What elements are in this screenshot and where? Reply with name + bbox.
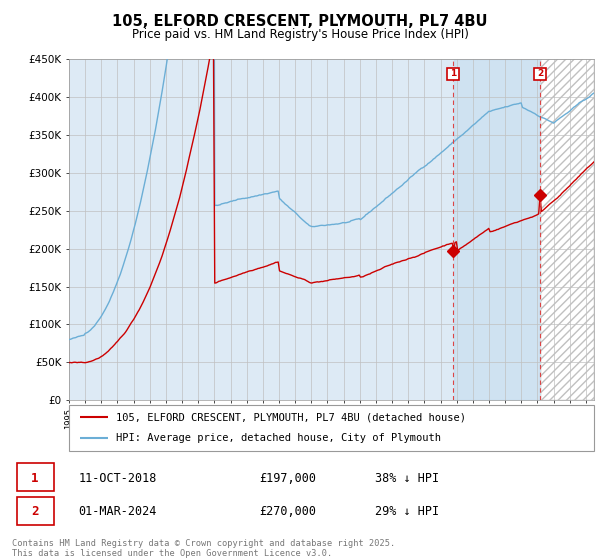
Text: Price paid vs. HM Land Registry's House Price Index (HPI): Price paid vs. HM Land Registry's House … [131,28,469,41]
Text: 2: 2 [31,505,39,518]
FancyBboxPatch shape [17,497,54,525]
Text: 105, ELFORD CRESCENT, PLYMOUTH, PL7 4BU: 105, ELFORD CRESCENT, PLYMOUTH, PL7 4BU [112,14,488,29]
Text: 1: 1 [450,69,456,78]
Text: 38% ↓ HPI: 38% ↓ HPI [375,472,439,484]
Text: 105, ELFORD CRESCENT, PLYMOUTH, PL7 4BU (detached house): 105, ELFORD CRESCENT, PLYMOUTH, PL7 4BU … [116,412,466,422]
Text: 29% ↓ HPI: 29% ↓ HPI [375,505,439,518]
Text: Contains HM Land Registry data © Crown copyright and database right 2025.
This d: Contains HM Land Registry data © Crown c… [12,539,395,558]
Text: £197,000: £197,000 [260,472,317,484]
Text: 11-OCT-2018: 11-OCT-2018 [78,472,157,484]
Text: 1: 1 [31,472,39,484]
Text: 2: 2 [537,69,544,78]
Text: £270,000: £270,000 [260,505,317,518]
Text: HPI: Average price, detached house, City of Plymouth: HPI: Average price, detached house, City… [116,433,441,444]
Text: 01-MAR-2024: 01-MAR-2024 [78,505,157,518]
FancyBboxPatch shape [17,463,54,492]
